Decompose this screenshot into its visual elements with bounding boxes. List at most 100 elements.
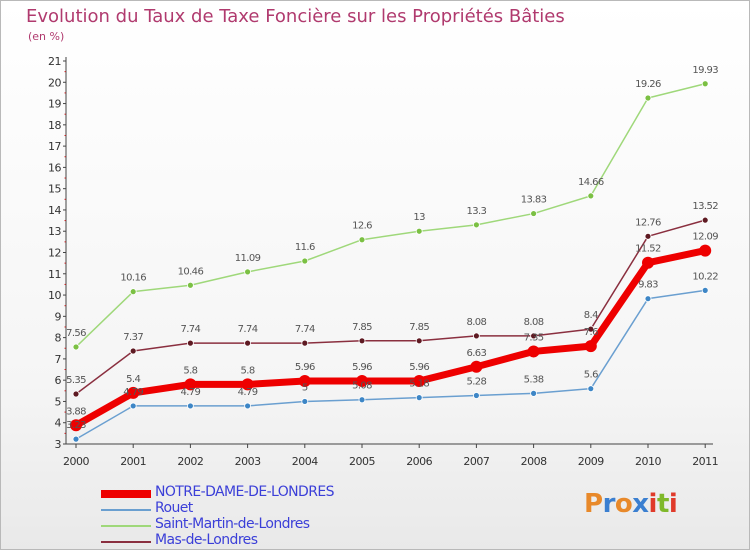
data-label: 11.52 <box>635 244 661 255</box>
data-point <box>358 396 366 404</box>
data-label: 4.79 <box>238 387 258 398</box>
series-line-0 <box>75 289 706 440</box>
data-point <box>129 347 137 355</box>
data-point <box>415 394 423 402</box>
data-point <box>358 236 366 244</box>
unit-label: (en %) <box>28 30 65 43</box>
data-label: 7.35 <box>524 332 544 343</box>
data-label: 4.79 <box>180 387 200 398</box>
data-label: 8.08 <box>466 317 486 328</box>
y-tick-label: 21 <box>48 55 61 68</box>
x-tick-label: 2006 <box>406 455 432 468</box>
data-label: 12.76 <box>635 217 661 228</box>
y-tick-label: 20 <box>48 76 61 89</box>
data-label: 5.28 <box>466 376 486 387</box>
data-point <box>127 386 140 399</box>
data-label: 19.26 <box>635 79 661 90</box>
logo-letter: x <box>632 489 649 519</box>
data-label: 8.4 <box>584 310 598 321</box>
data-point <box>186 281 194 289</box>
y-tick-label: 15 <box>48 183 61 196</box>
data-point <box>301 339 309 347</box>
x-tick-label: 2003 <box>235 455 261 468</box>
y-tick-label: 5 <box>55 395 62 408</box>
data-point <box>644 295 652 303</box>
y-tick-label: 8 <box>55 332 62 345</box>
data-point <box>72 390 80 398</box>
chart-title: Evolution du Taux de Taxe Foncière sur l… <box>26 6 565 27</box>
data-point <box>644 232 652 240</box>
data-point <box>701 80 709 88</box>
data-label: 11.6 <box>295 242 315 253</box>
logo-letter: i <box>668 489 678 519</box>
data-label: 13.52 <box>692 201 718 212</box>
data-label: 5.6 <box>584 370 598 381</box>
legend-swatch <box>101 541 151 543</box>
x-tick-label: 2010 <box>635 455 661 468</box>
x-tick-label: 2005 <box>349 455 375 468</box>
data-point <box>298 375 311 388</box>
data-point <box>415 337 423 345</box>
data-point <box>241 378 254 391</box>
data-point <box>358 337 366 345</box>
data-point <box>70 419 82 432</box>
data-label: 9.83 <box>638 280 658 291</box>
data-label: 5.8 <box>241 365 255 376</box>
y-tick-label: 4 <box>55 417 62 430</box>
logo-letter: o <box>614 489 633 519</box>
data-point <box>72 435 80 443</box>
data-label: 7.74 <box>238 324 258 335</box>
data-point <box>644 94 652 102</box>
legend-swatch <box>101 509 151 511</box>
data-point <box>129 288 137 296</box>
data-label: 5.96 <box>295 362 315 373</box>
data-point <box>244 402 252 410</box>
data-point <box>301 257 309 265</box>
series-line-3 <box>72 247 709 429</box>
data-point <box>184 378 197 391</box>
data-label: 13 <box>413 212 425 223</box>
y-tick-label: 13 <box>48 225 61 238</box>
x-tick-label: 2002 <box>177 455 203 468</box>
data-point <box>530 210 537 217</box>
data-point <box>642 256 654 269</box>
legend-swatch <box>101 525 151 527</box>
legend-label: Rouet <box>155 500 193 516</box>
data-label: 7.74 <box>295 324 315 335</box>
data-label: 7.85 <box>352 322 372 333</box>
data-label: 10.16 <box>120 273 146 284</box>
data-point <box>244 339 252 347</box>
y-tick-label: 17 <box>48 140 61 153</box>
data-label: 13.83 <box>521 195 547 206</box>
data-label: 7.56 <box>66 328 86 339</box>
data-point <box>701 216 709 224</box>
y-tick-label: 11 <box>48 268 61 281</box>
data-label: 8.08 <box>524 317 544 328</box>
series-line-2 <box>75 219 706 395</box>
x-tick-label: 2007 <box>463 455 489 468</box>
data-label: 5 <box>302 382 308 393</box>
y-tick-label: 3 <box>55 438 62 451</box>
data-point <box>701 286 709 294</box>
data-point <box>186 339 194 347</box>
data-label: 5.4 <box>126 374 140 385</box>
legend-swatch <box>101 490 151 498</box>
data-label: 14.66 <box>578 177 604 188</box>
data-label: 11.09 <box>235 253 261 264</box>
data-label: 10.46 <box>178 266 204 277</box>
data-label: 6.63 <box>466 348 486 359</box>
data-label: 19.93 <box>692 65 718 76</box>
y-tick-label: 9 <box>55 310 62 323</box>
proxiti-logo: Proxiti <box>584 489 678 519</box>
data-label: 4.79 <box>123 387 143 398</box>
data-label: 7.6 <box>584 327 598 338</box>
x-tick-label: 2004 <box>292 455 318 468</box>
data-label: 5.8 <box>183 365 197 376</box>
data-label: 5.96 <box>352 362 372 373</box>
data-point <box>530 332 537 340</box>
data-point <box>413 375 426 388</box>
logo-letter: i <box>648 489 658 519</box>
data-point <box>587 192 595 200</box>
data-point <box>587 325 595 333</box>
